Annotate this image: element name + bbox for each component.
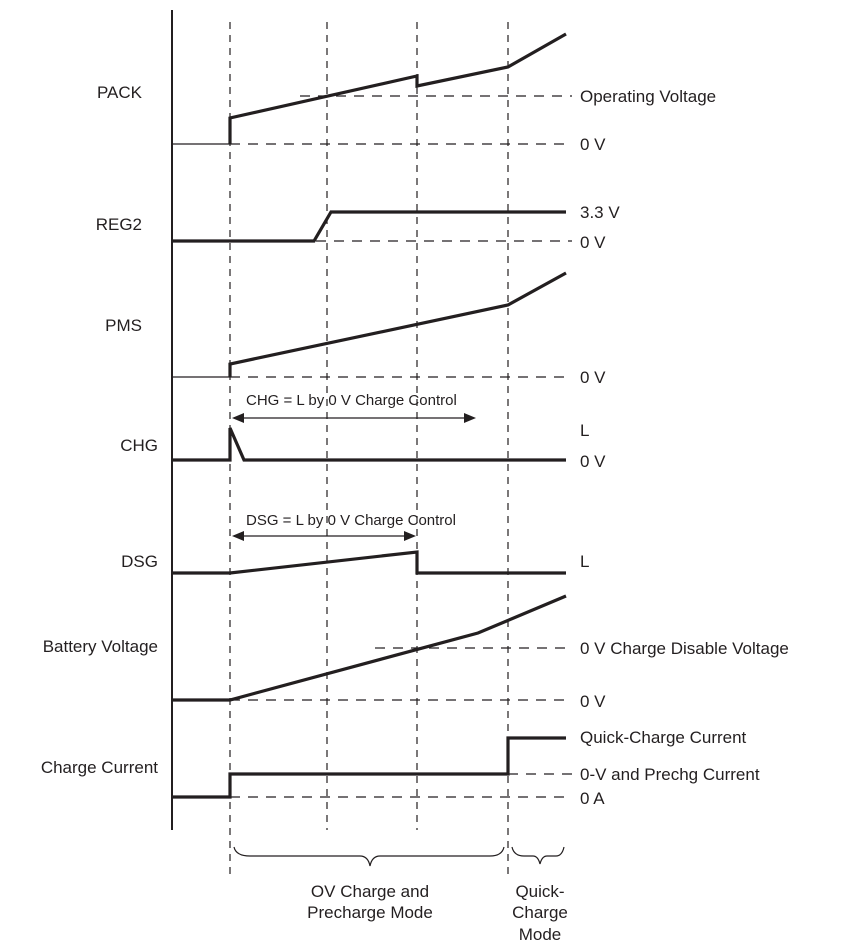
level-label-quick-charge-current: Quick-Charge Current bbox=[580, 728, 747, 747]
level-label-batt-0v: 0 V bbox=[580, 692, 606, 711]
quick-mode-label-line3: Mode bbox=[519, 925, 562, 944]
quick-charge-mode-brace bbox=[511, 846, 565, 865]
signal-label-pms: PMS bbox=[105, 316, 142, 335]
level-label-chg-l: L bbox=[580, 421, 589, 440]
ov-mode-label-line1: OV Charge and bbox=[311, 882, 429, 901]
level-label-reg2-3v3: 3.3 V bbox=[580, 203, 620, 222]
level-label-chg-0v: 0 V bbox=[580, 452, 606, 471]
dsg-span-annotation: DSG = L by 0 V Charge Control bbox=[246, 512, 456, 529]
battery-voltage-waveform bbox=[172, 594, 567, 702]
chg-span-arrowhead-left bbox=[232, 413, 244, 423]
chg-waveform bbox=[172, 427, 566, 462]
dsg-span-arrowhead-left bbox=[232, 531, 244, 541]
dsg-span-arrowhead-right bbox=[404, 531, 416, 541]
signal-label-charge-current: Charge Current bbox=[41, 758, 158, 777]
chg-span-annotation: CHG = L by 0 V Charge Control bbox=[246, 392, 457, 409]
signal-label-dsg: DSG bbox=[121, 552, 158, 571]
level-label-prechg-current: 0-V and Prechg Current bbox=[580, 765, 760, 784]
signal-label-chg: CHG bbox=[120, 436, 158, 455]
pack-waveform bbox=[228, 32, 567, 144]
signal-label-reg2: REG2 bbox=[96, 215, 142, 234]
reg2-waveform bbox=[172, 210, 566, 243]
level-label-pack-0v: 0 V bbox=[580, 135, 606, 154]
chg-span-arrowhead-right bbox=[464, 413, 476, 423]
quick-mode-label-line2: Charge bbox=[512, 903, 568, 922]
pms-waveform bbox=[228, 271, 567, 377]
ov-mode-label-line2: Precharge Mode bbox=[307, 903, 433, 922]
quick-mode-label-line1: Quick- bbox=[515, 882, 564, 901]
charge-current-waveform bbox=[172, 736, 566, 799]
level-label-operating-voltage: Operating Voltage bbox=[580, 87, 716, 106]
level-label-pms-0v: 0 V bbox=[580, 368, 606, 387]
signal-label-pack: PACK bbox=[97, 83, 143, 102]
dsg-waveform bbox=[172, 550, 566, 575]
signal-label-battery-voltage: Battery Voltage bbox=[43, 637, 158, 656]
level-label-cc-0a: 0 A bbox=[580, 789, 605, 808]
level-label-dsg-l: L bbox=[580, 552, 589, 571]
level-label-charge-disable-voltage: 0 V Charge Disable Voltage bbox=[580, 639, 789, 658]
ov-precharge-mode-brace bbox=[233, 846, 505, 867]
level-label-reg2-0v: 0 V bbox=[580, 233, 606, 252]
